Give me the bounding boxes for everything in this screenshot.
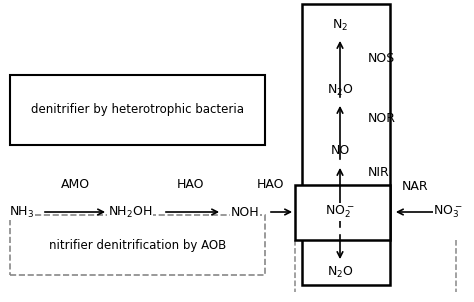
- Text: HAO: HAO: [176, 178, 204, 191]
- Text: NH$_3$: NH$_3$: [9, 204, 35, 220]
- Text: NO$_2^-$: NO$_2^-$: [325, 204, 355, 220]
- Text: NOS: NOS: [368, 52, 395, 65]
- Text: N$_2$O: N$_2$O: [327, 82, 353, 98]
- Text: NO$_3^-$: NO$_3^-$: [433, 204, 463, 220]
- Bar: [295, 185, 390, 240]
- Text: NIR: NIR: [368, 166, 390, 179]
- Text: NH$_2$OH: NH$_2$OH: [108, 204, 152, 220]
- Text: HAO: HAO: [256, 178, 284, 191]
- Bar: [10, 75, 265, 145]
- Text: NOR: NOR: [368, 111, 396, 124]
- Text: denitrifier by heterotrophic bacteria: denitrifier by heterotrophic bacteria: [31, 104, 244, 117]
- Text: NO: NO: [330, 143, 350, 156]
- Text: nitrifier denitrification by AOB: nitrifier denitrification by AOB: [49, 239, 226, 252]
- Text: N$_2$: N$_2$: [332, 18, 348, 33]
- Bar: [302, 4, 390, 285]
- Text: NAR: NAR: [401, 181, 428, 194]
- Text: AMO: AMO: [61, 178, 90, 191]
- Text: NOH: NOH: [231, 205, 259, 219]
- Bar: [10, 215, 265, 275]
- Text: N$_2$O: N$_2$O: [327, 265, 353, 280]
